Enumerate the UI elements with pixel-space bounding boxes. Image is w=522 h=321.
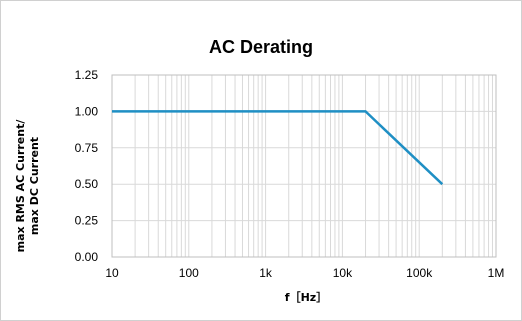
- y-tick-label: 0.75: [75, 141, 99, 155]
- x-tick-label: 1M: [488, 266, 505, 280]
- y-axis-label-line-1: max RMS AC Current/: [14, 119, 27, 253]
- x-tick-label: 100k: [406, 266, 433, 280]
- y-tick-label: 0.50: [75, 177, 99, 191]
- x-tick-label: 10k: [333, 266, 353, 280]
- y-tick-label: 1.25: [75, 68, 99, 82]
- x-tick-label: 1k: [259, 266, 273, 280]
- x-axis-label: f［Hz］: [285, 290, 327, 304]
- series-line: [112, 110, 444, 186]
- x-tick-labels: 10 100 1k 10k 100k 1M: [105, 266, 504, 280]
- series-group: [112, 110, 444, 186]
- y-tick-label: 0.25: [75, 214, 99, 228]
- x-tick-label: 10: [105, 266, 119, 280]
- plot-border: [111, 74, 497, 258]
- chart-title: AC Derating: [209, 37, 313, 57]
- plot-area: [111, 74, 497, 258]
- y-tick-label: 1.00: [75, 104, 99, 118]
- y-axis-label-line-2: max DC Current: [28, 137, 41, 235]
- y-tick-labels: 0.00 0.25 0.50 0.75 1.00 1.25: [75, 68, 99, 264]
- y-tick-label: 0.00: [75, 250, 99, 264]
- x-tick-label: 100: [179, 266, 199, 280]
- chart-grid: [111, 74, 496, 258]
